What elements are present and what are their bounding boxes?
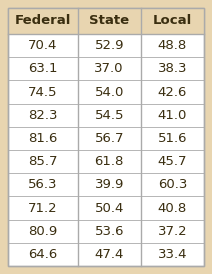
- Text: 71.2: 71.2: [28, 201, 58, 215]
- Text: 37.0: 37.0: [95, 62, 124, 75]
- Text: 54.0: 54.0: [95, 85, 124, 98]
- Text: 50.4: 50.4: [95, 201, 124, 215]
- Text: 54.5: 54.5: [95, 109, 124, 122]
- Text: 56.7: 56.7: [95, 132, 124, 145]
- Text: 60.3: 60.3: [158, 178, 187, 191]
- Text: 41.0: 41.0: [158, 109, 187, 122]
- Text: 33.4: 33.4: [158, 248, 187, 261]
- Bar: [8, 8, 204, 34]
- Text: 39.9: 39.9: [95, 178, 124, 191]
- Text: Local: Local: [153, 15, 192, 27]
- Text: 56.3: 56.3: [28, 178, 57, 191]
- Text: 45.7: 45.7: [158, 155, 187, 168]
- Text: 64.6: 64.6: [28, 248, 57, 261]
- Text: 63.1: 63.1: [28, 62, 57, 75]
- Text: 70.4: 70.4: [28, 39, 57, 52]
- Text: Federal: Federal: [15, 15, 71, 27]
- Text: 37.2: 37.2: [158, 225, 187, 238]
- Text: 80.9: 80.9: [28, 225, 57, 238]
- Text: 82.3: 82.3: [28, 109, 57, 122]
- Text: 74.5: 74.5: [28, 85, 57, 98]
- Text: 42.6: 42.6: [158, 85, 187, 98]
- Text: 61.8: 61.8: [95, 155, 124, 168]
- Text: 53.6: 53.6: [95, 225, 124, 238]
- Text: 48.8: 48.8: [158, 39, 187, 52]
- Text: 38.3: 38.3: [158, 62, 187, 75]
- Text: State: State: [89, 15, 129, 27]
- Text: 51.6: 51.6: [158, 132, 187, 145]
- Text: 47.4: 47.4: [95, 248, 124, 261]
- Text: 40.8: 40.8: [158, 201, 187, 215]
- Text: 85.7: 85.7: [28, 155, 57, 168]
- Text: 52.9: 52.9: [95, 39, 124, 52]
- Text: 81.6: 81.6: [28, 132, 57, 145]
